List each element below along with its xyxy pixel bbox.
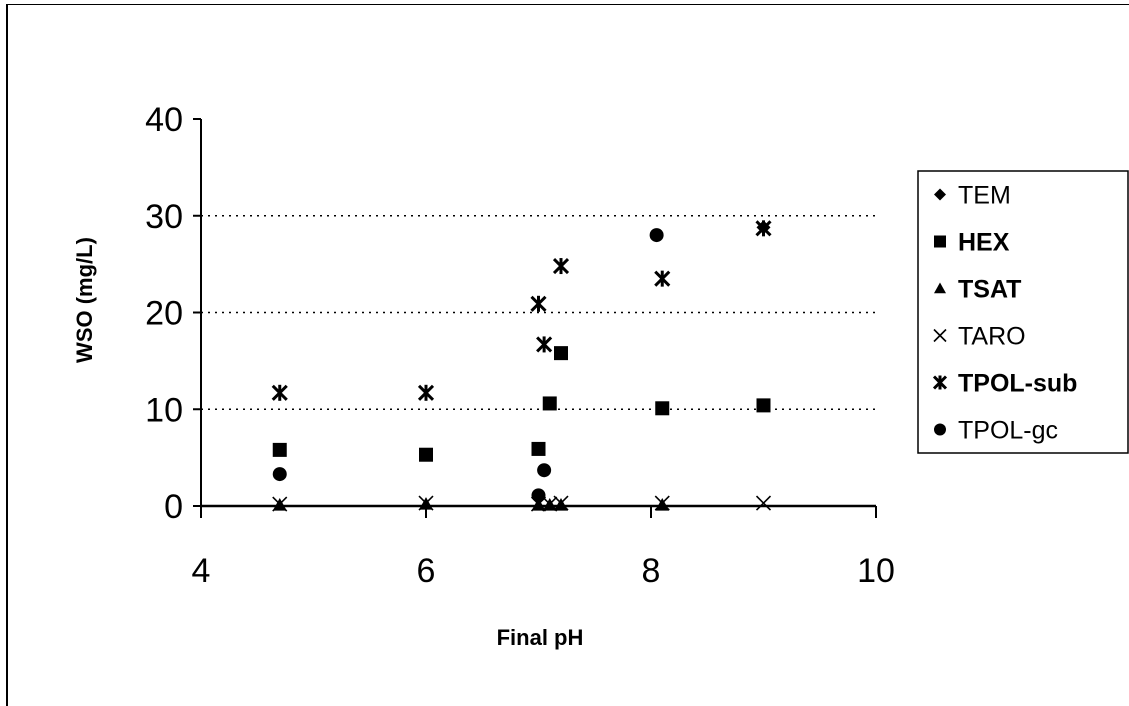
data-point-taro [755, 495, 772, 511]
x-axis-title: Final pH [497, 625, 584, 650]
data-point-tpol-gc [531, 488, 546, 503]
gridlines [201, 215, 876, 410]
y-tick-label: 30 [145, 198, 183, 236]
data-point-hex [531, 441, 546, 456]
series-taro [272, 495, 772, 512]
legend-marker-tpol-gc [934, 423, 946, 436]
legend-label-tsat: TSAT [958, 276, 1021, 304]
legend: TEM HEX TSAT TARO TPOL-sub TPOL-gc [917, 170, 1129, 454]
legend-label-taro: TARO [958, 323, 1026, 351]
legend-label-tpol-gc: TPOL-gc [958, 417, 1058, 445]
y-tick-label: 20 [145, 295, 183, 333]
legend-marker-tpol-sub [932, 375, 948, 390]
data-point-hex [272, 442, 287, 457]
x-tick-label: 4 [192, 552, 211, 590]
data-point-hex [542, 396, 557, 411]
data-point-tpol-sub [654, 270, 671, 287]
data-point-tpol-gc [649, 228, 664, 243]
data-point-taro [272, 496, 288, 512]
y-tick-label: 10 [145, 391, 183, 429]
legend-marker-taro [933, 328, 947, 343]
data-point-tpol-sub [536, 336, 553, 353]
x-tick-label: 8 [642, 552, 661, 590]
data-point-taro [553, 495, 569, 511]
data-point-tpol-sub [755, 220, 772, 237]
data-point-tpol-gc [272, 467, 287, 482]
legend-marker-tem [934, 188, 946, 201]
axes [193, 118, 877, 518]
data-points [271, 220, 772, 512]
legend-marker-hex [934, 235, 946, 248]
data-point-tpol-sub [552, 257, 570, 275]
data-point-taro [654, 495, 670, 511]
series-tpol-gc [272, 228, 664, 503]
series-tpol-sub [271, 220, 772, 401]
legend-label-hex: HEX [958, 229, 1010, 257]
legend-label-tpol-sub: TPOL-sub [958, 370, 1077, 398]
data-point-hex [554, 346, 568, 361]
data-point-hex [419, 447, 433, 462]
data-point-hex [655, 401, 670, 416]
series-tsat [272, 497, 670, 511]
data-point-tpol-sub [271, 384, 288, 401]
legend-marker-tsat [934, 282, 946, 294]
data-point-tpol-sub [530, 295, 547, 312]
chart-frame [6, 4, 1129, 706]
x-tick-label: 6 [417, 552, 436, 590]
data-point-hex [756, 398, 771, 413]
legend-label-tem: TEM [958, 182, 1011, 210]
y-tick-label: 0 [164, 488, 183, 526]
data-point-taro [418, 495, 434, 511]
x-tick-label: 10 [857, 552, 895, 590]
y-axis-title: WSO (mg/L) [72, 237, 97, 363]
data-point-tpol-sub [417, 384, 435, 401]
y-tick-label: 40 [145, 101, 183, 139]
series-hex [272, 346, 771, 462]
data-point-tpol-gc [537, 463, 552, 478]
tick-labels: 0 10 20 30 40 4 6 8 10 [145, 101, 895, 590]
legend-box [917, 170, 1129, 454]
